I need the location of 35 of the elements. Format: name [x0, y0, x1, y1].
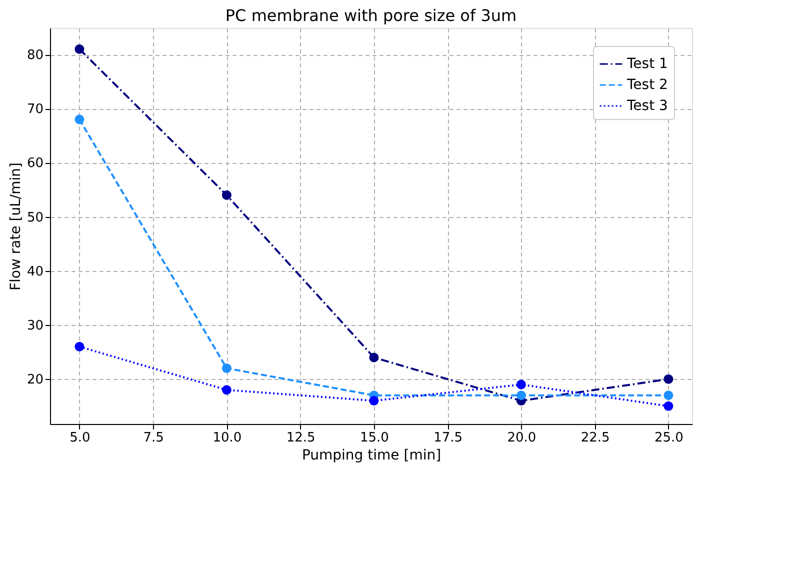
y-tick-label: 80	[26, 48, 44, 64]
chart-title: PC membrane with pore size of 3um	[225, 6, 517, 25]
point	[664, 390, 674, 400]
point	[369, 352, 379, 362]
x-tick-label: 25.0	[654, 430, 684, 446]
legend-label: Test 1	[626, 56, 668, 72]
y-tick-label: 20	[26, 372, 44, 388]
x-tick-label: 5.0	[70, 430, 90, 446]
point	[516, 380, 526, 390]
legend-label: Test 2	[626, 77, 668, 93]
y-tick-label: 60	[26, 156, 44, 172]
point	[664, 374, 674, 384]
point	[222, 190, 232, 200]
point	[74, 114, 84, 124]
y-tick-label: 30	[26, 318, 44, 334]
x-tick-label: 12.5	[286, 430, 316, 446]
point	[74, 44, 84, 54]
y-tick-label: 40	[26, 264, 44, 280]
point	[222, 364, 232, 374]
x-tick-label: 20.0	[507, 430, 536, 446]
point	[369, 396, 379, 406]
x-tick-label: 22.5	[580, 430, 610, 446]
y-axis-title: Flow rate [uL/min]	[8, 162, 24, 291]
point	[74, 342, 84, 352]
x-tick-label: 10.0	[212, 430, 242, 446]
x-tick-label: 17.5	[434, 430, 463, 446]
y-tick-label: 70	[26, 102, 44, 118]
x-tick-label: 7.5	[143, 430, 164, 446]
legend-label: Test 3	[626, 98, 668, 114]
x-tick-label: 15.0	[360, 430, 389, 446]
y-tick-label: 50	[26, 210, 44, 226]
point	[222, 385, 232, 395]
point	[664, 401, 674, 411]
x-axis-title: Pumping time [min]	[302, 448, 442, 464]
point	[516, 390, 526, 400]
